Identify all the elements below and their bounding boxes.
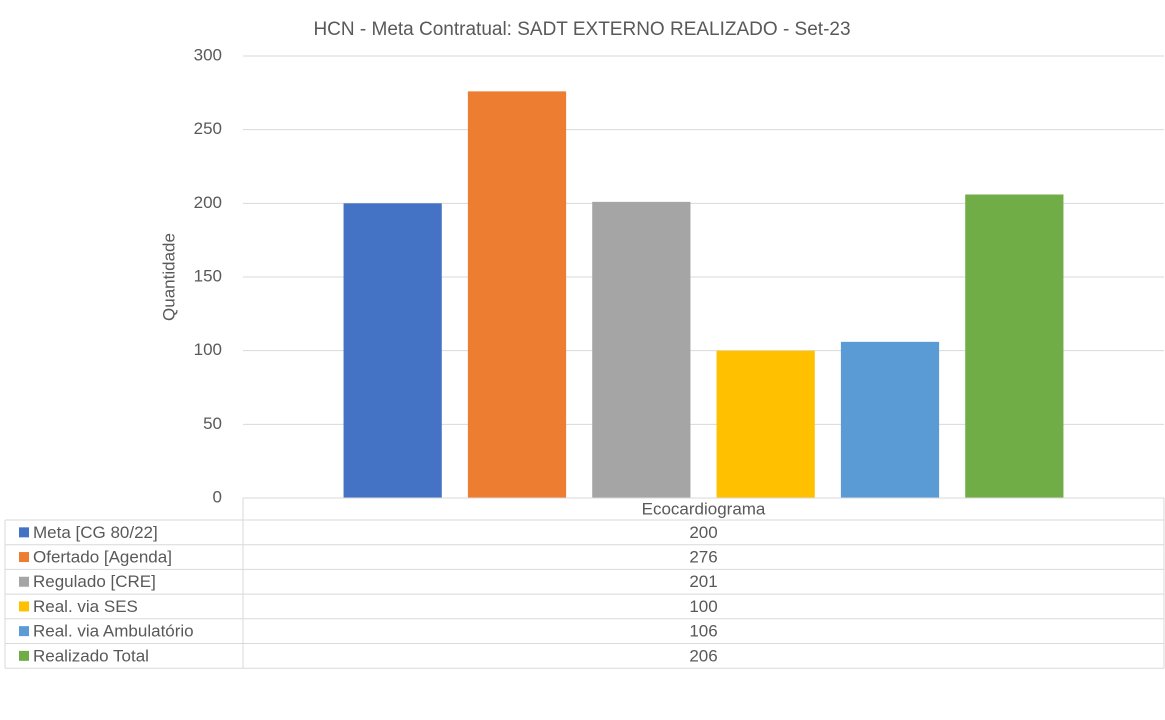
y-tick-label: 50 — [203, 414, 222, 433]
table-value: 206 — [689, 646, 717, 665]
bar — [592, 201, 691, 499]
y-tick-label: 300 — [194, 45, 222, 64]
bar — [965, 194, 1064, 498]
bar — [343, 203, 442, 499]
legend-swatch — [19, 601, 29, 612]
legend-label: Ofertado [Agenda] — [33, 548, 172, 567]
legend-label: Regulado [CRE] — [33, 572, 156, 591]
y-axis-label: Quantidade — [159, 233, 178, 321]
bar — [467, 91, 567, 499]
legend-label: Meta [CG 80/22] — [33, 523, 158, 542]
y-tick-label: 150 — [194, 266, 222, 285]
table-value: 106 — [689, 622, 717, 641]
legend-swatch — [19, 650, 29, 661]
legend-label: Real. via SES — [33, 597, 138, 616]
y-tick-label: 100 — [194, 340, 222, 359]
bar — [840, 341, 940, 498]
legend-label: Realizado Total — [33, 646, 149, 665]
legend-swatch — [19, 576, 29, 587]
table-value: 200 — [689, 523, 717, 542]
y-tick-label: 200 — [194, 193, 222, 212]
chart-title: HCN - Meta Contratual: SADT EXTERNO REAL… — [313, 19, 850, 40]
table-value: 100 — [689, 597, 717, 616]
y-tick-label: 0 — [213, 487, 222, 506]
legend-swatch — [19, 527, 29, 538]
legend-swatch — [19, 626, 29, 637]
legend-swatch — [19, 552, 29, 563]
x-tick-label: Ecocardiograma — [642, 499, 766, 518]
bar — [716, 350, 815, 498]
table-value: 276 — [689, 548, 717, 567]
y-tick-label: 250 — [194, 119, 222, 138]
table-value: 201 — [689, 572, 717, 591]
legend-label: Real. via Ambulatório — [33, 622, 194, 641]
